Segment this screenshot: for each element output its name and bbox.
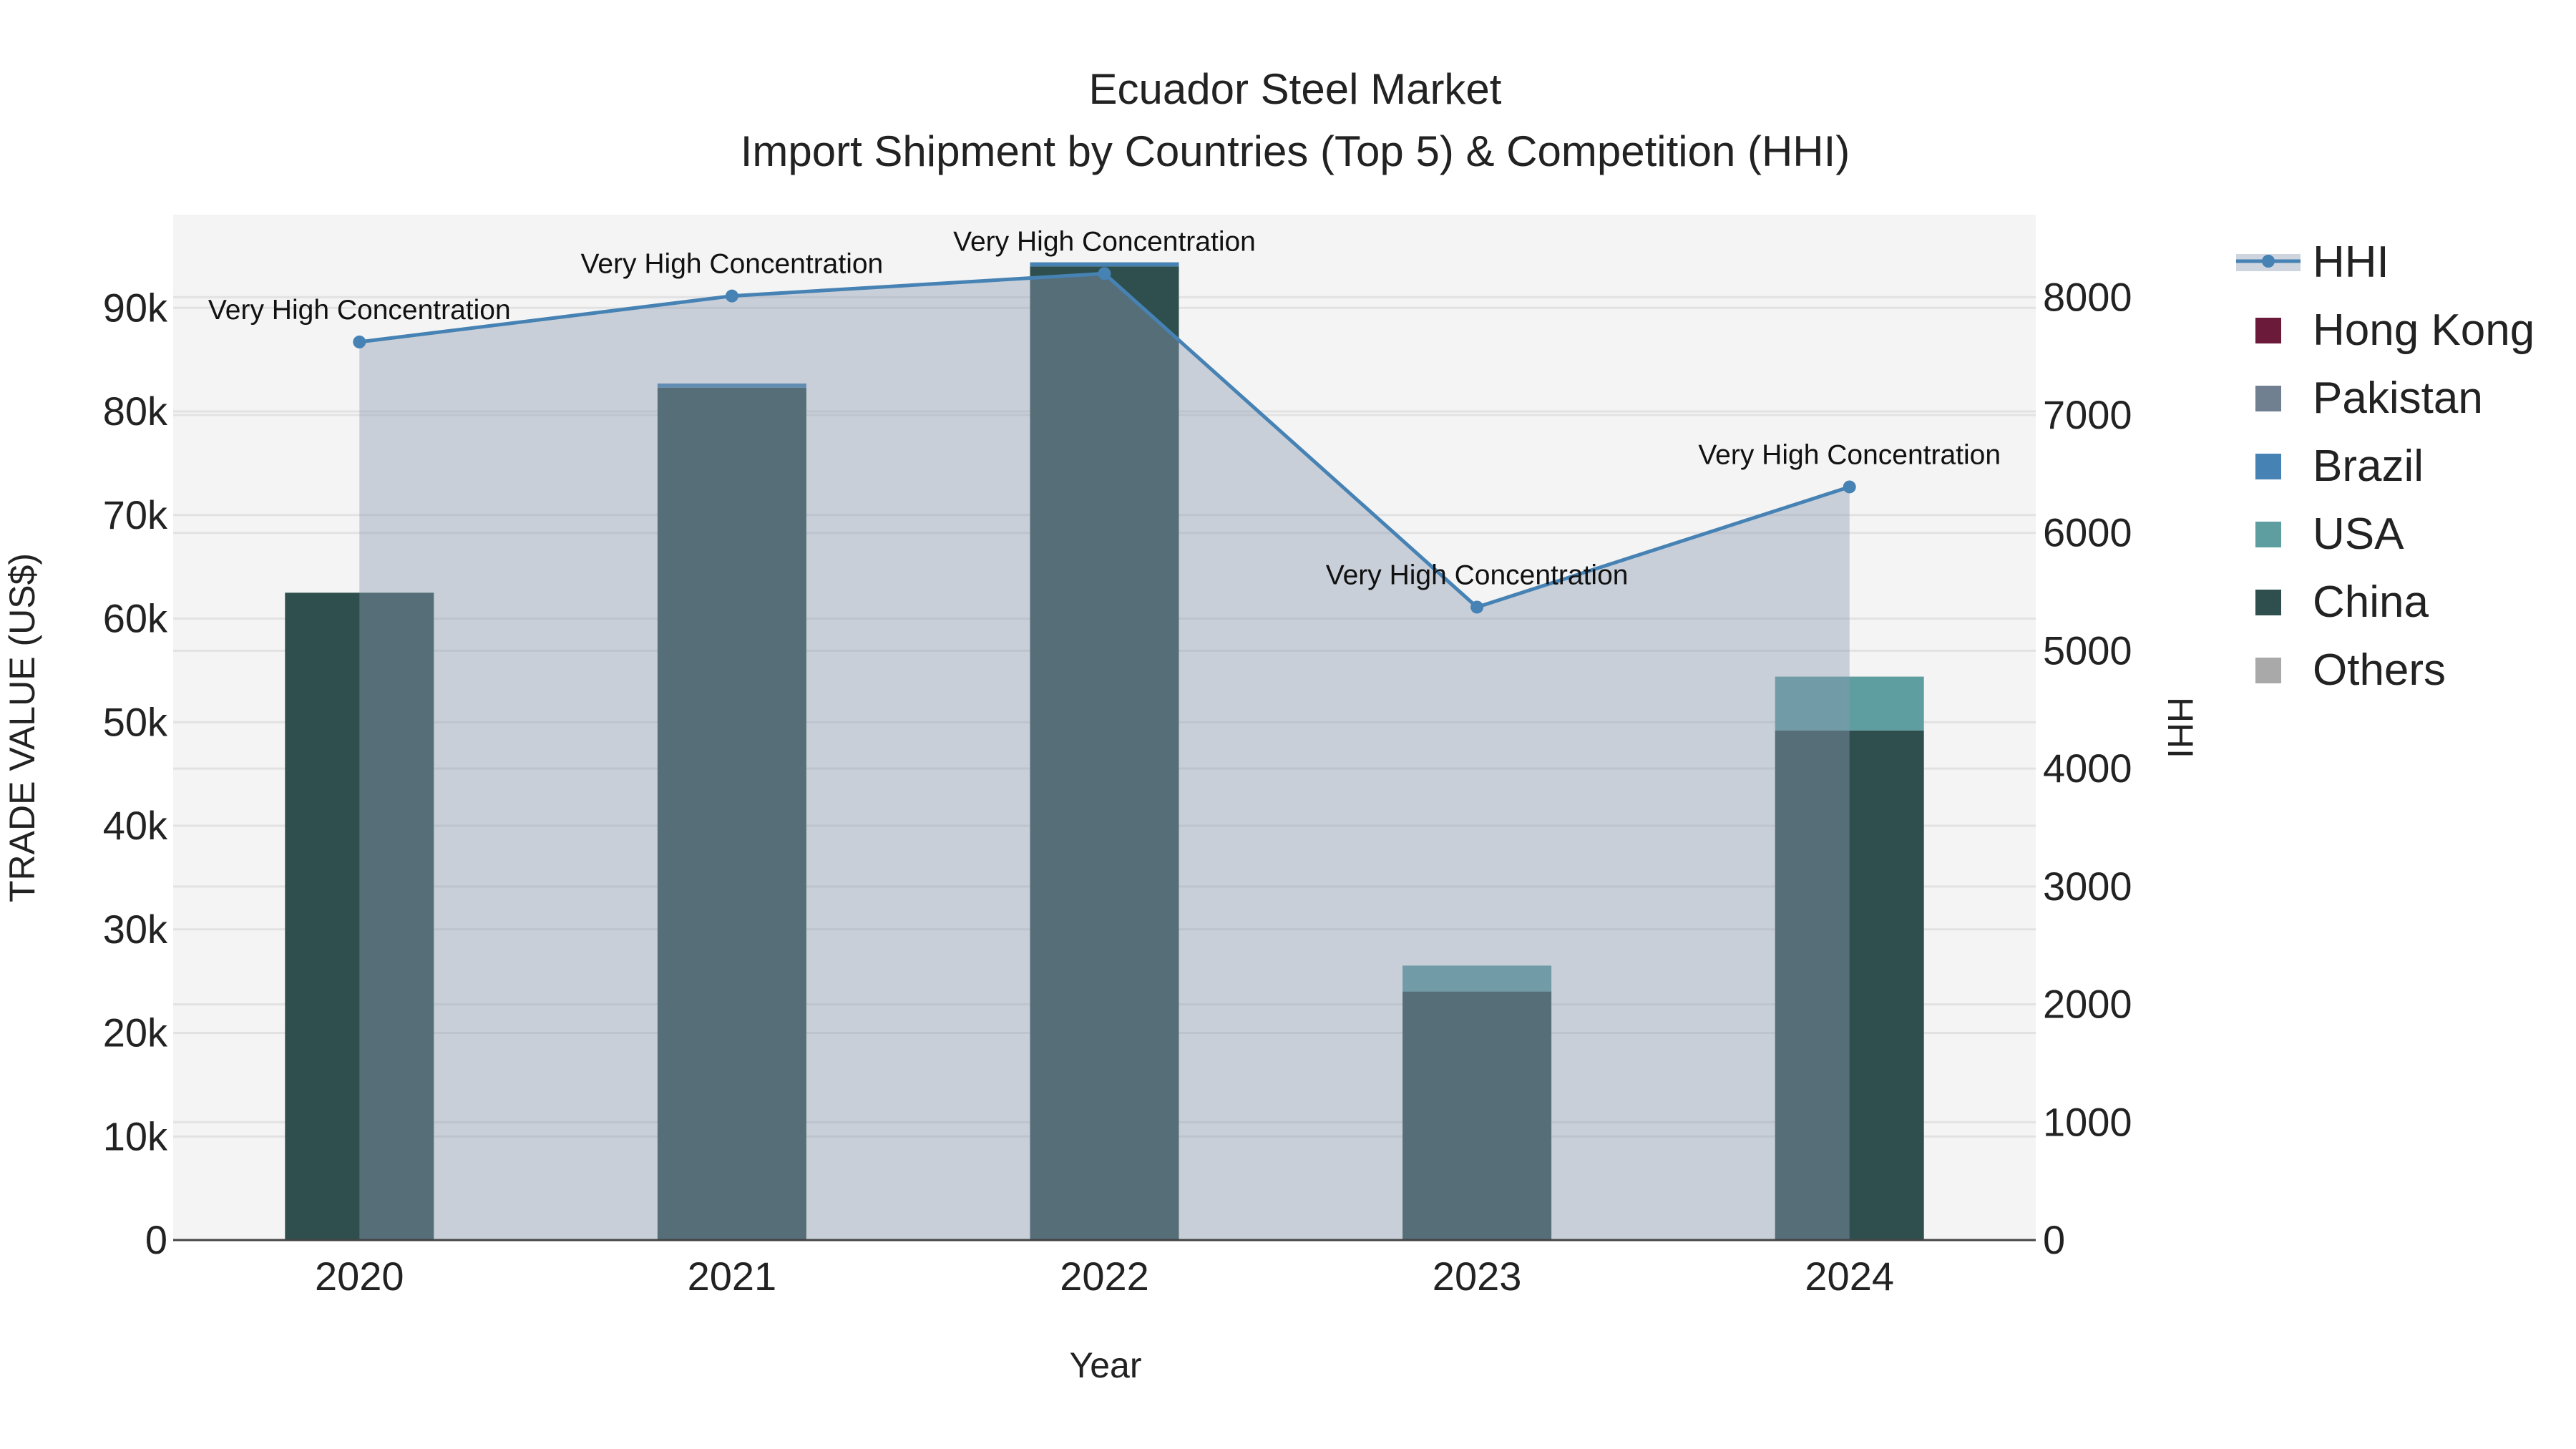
hhi-point[interactable] (1098, 267, 1111, 280)
chart-subtitle: Import Shipment by Countries (Top 5) & C… (741, 127, 1850, 175)
hhi-point[interactable] (353, 335, 366, 348)
legend-swatch (2255, 386, 2281, 411)
y2-tick-label: 0 (2043, 1217, 2065, 1262)
hhi-point[interactable] (725, 289, 738, 303)
y2-tick-label: 8000 (2043, 274, 2132, 319)
y-tick-label: 20k (103, 1010, 168, 1055)
legend-label-hhi[interactable]: HHI (2313, 238, 2389, 287)
bar-china-2021[interactable] (657, 387, 806, 1240)
x-tick-label: 2020 (315, 1254, 404, 1299)
hhi-annotation: Very High Concentration (1326, 560, 1629, 590)
legend-swatch (2255, 522, 2281, 547)
x-tick-label: 2023 (1433, 1254, 1522, 1299)
y2-tick-label: 2000 (2043, 982, 2132, 1027)
legend-label[interactable]: Hong Kong (2313, 306, 2534, 355)
legend-swatch (2255, 454, 2281, 479)
bar-china-2024[interactable] (1775, 730, 1924, 1240)
hhi-area (359, 273, 1850, 1240)
legend-label[interactable]: Brazil (2313, 441, 2424, 491)
bar-china-2023[interactable] (1402, 991, 1552, 1240)
legend-swatch (2255, 658, 2281, 683)
hhi-annotation: Very High Concentration (208, 295, 511, 326)
y2-tick-label: 4000 (2043, 746, 2132, 791)
bar-brazil-2022[interactable] (1030, 262, 1179, 267)
legend: HHI Hong Kong Pakistan Brazil USA China Others (2236, 238, 2534, 695)
y2-tick-label: 6000 (2043, 510, 2132, 555)
y2-tick-label: 1000 (2043, 1099, 2132, 1144)
bar-china-2022[interactable] (1030, 266, 1179, 1240)
hhi-point[interactable] (1843, 480, 1856, 494)
hhi-annotation: Very High Concentration (953, 226, 1256, 257)
legend-label[interactable]: Pakistan (2313, 374, 2483, 423)
y-tick-label: 60k (103, 596, 168, 641)
x-axis-title: Year (1069, 1345, 1141, 1385)
y-tick-label: 40k (103, 803, 168, 848)
y2-tick-label: 5000 (2043, 628, 2132, 673)
y-tick-label: 80k (103, 389, 168, 434)
y2-tick-label: 3000 (2043, 864, 2132, 909)
y-axis-title: TRADE VALUE (US$) (2, 553, 42, 902)
y2-axis-title: HHI (2160, 697, 2200, 758)
bar-china-2020[interactable] (285, 592, 434, 1240)
x-tick-label: 2021 (688, 1254, 777, 1299)
hhi-point[interactable] (1470, 600, 1484, 614)
legend-label[interactable]: China (2313, 577, 2429, 627)
y-tick-label: 30k (103, 907, 168, 952)
legend-label[interactable]: Others (2313, 645, 2446, 695)
legend-swatch (2255, 590, 2281, 615)
bar-usa-2023[interactable] (1402, 965, 1552, 992)
y-tick-label: 0 (145, 1217, 167, 1262)
hhi-annotation: Very High Concentration (581, 249, 884, 280)
chart-title: Ecuador Steel Market (1089, 65, 1502, 113)
hhi-annotation: Very High Concentration (1698, 439, 2001, 470)
bar-usa-2024[interactable] (1775, 676, 1924, 731)
legend-label[interactable]: USA (2313, 509, 2404, 559)
y-tick-label: 10k (103, 1113, 168, 1158)
legend-marker-hhi (2262, 255, 2275, 268)
y-tick-label: 90k (103, 285, 168, 330)
y-tick-label: 70k (103, 492, 168, 537)
bar-brazil-2021[interactable] (657, 383, 806, 388)
y2-tick-label: 7000 (2043, 392, 2132, 437)
x-tick-label: 2022 (1060, 1254, 1149, 1299)
y-tick-label: 50k (103, 699, 168, 744)
legend-swatch (2255, 318, 2281, 343)
x-tick-label: 2024 (1805, 1254, 1894, 1299)
